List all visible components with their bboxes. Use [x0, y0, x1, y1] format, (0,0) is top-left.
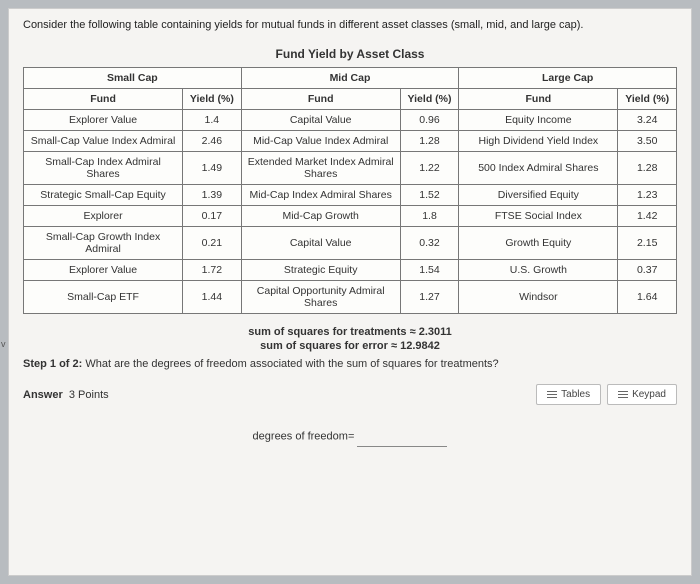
subhead-yield: Yield (%) [400, 89, 459, 110]
table-row: Small-Cap ETF1.44Capital Opportunity Adm… [24, 281, 677, 314]
table-cell: 1.28 [618, 152, 677, 185]
table-cell: 1.23 [618, 185, 677, 206]
table-cell: 1.28 [400, 131, 459, 152]
table-cell: 0.96 [400, 110, 459, 131]
sst-label: sum of squares for treatments ≈ [248, 326, 415, 338]
table-row: Explorer Value1.72Strategic Equity1.54U.… [24, 260, 677, 281]
subhead-fund: Fund [459, 89, 618, 110]
table-cell: Extended Market Index Admiral Shares [241, 152, 400, 185]
answer-word: Answer [23, 389, 63, 401]
table-cell: 3.50 [618, 131, 677, 152]
table-cell: 500 Index Admiral Shares [459, 152, 618, 185]
table-cell: Small-Cap Growth Index Admiral [24, 227, 183, 260]
dof-input[interactable] [357, 427, 447, 447]
answer-label: Answer 3 Points [23, 389, 109, 401]
sst-value: 2.3011 [419, 326, 452, 338]
button-group: Tables Keypad [536, 384, 677, 405]
table-cell: Diversified Equity [459, 185, 618, 206]
table-cell: 1.54 [400, 260, 459, 281]
subhead-fund: Fund [24, 89, 183, 110]
table-cell: 1.8 [400, 206, 459, 227]
table-cell: 1.72 [183, 260, 242, 281]
side-mark: v [1, 339, 6, 349]
step-prefix: Step 1 of 2: [23, 358, 82, 370]
table-cell: Capital Opportunity Admiral Shares [241, 281, 400, 314]
table-cell: Windsor [459, 281, 618, 314]
table-title: Fund Yield by Asset Class [23, 41, 677, 67]
table-cell: 1.49 [183, 152, 242, 185]
table-cell: 0.17 [183, 206, 242, 227]
table-cell: FTSE Social Index [459, 206, 618, 227]
subhead-yield: Yield (%) [618, 89, 677, 110]
step-prompt: Step 1 of 2: What are the degrees of fre… [23, 358, 677, 370]
table-cell: High Dividend Yield Index [459, 131, 618, 152]
group-head-large: Large Cap [459, 68, 677, 89]
group-head-small: Small Cap [24, 68, 242, 89]
keypad-label: Keypad [632, 389, 666, 400]
answer-bar: Answer 3 Points Tables Keypad [23, 384, 677, 405]
table-cell: Mid-Cap Index Admiral Shares [241, 185, 400, 206]
table-row: Small-Cap Index Admiral Shares1.49Extend… [24, 152, 677, 185]
summary-stats: sum of squares for treatments ≈ 2.3011 s… [23, 326, 677, 352]
table-cell: Strategic Equity [241, 260, 400, 281]
table-cell: 1.22 [400, 152, 459, 185]
table-cell: Small-Cap ETF [24, 281, 183, 314]
fund-yield-table: Small Cap Mid Cap Large Cap Fund Yield (… [23, 67, 677, 314]
table-cell: Small-Cap Value Index Admiral [24, 131, 183, 152]
table-cell: U.S. Growth [459, 260, 618, 281]
table-cell: Strategic Small-Cap Equity [24, 185, 183, 206]
table-cell: 3.24 [618, 110, 677, 131]
table-cell: Mid-Cap Value Index Admiral [241, 131, 400, 152]
table-cell: Explorer Value [24, 110, 183, 131]
group-head-mid: Mid Cap [241, 68, 459, 89]
subhead-fund: Fund [241, 89, 400, 110]
question-intro: Consider the following table containing … [23, 19, 677, 31]
sse-value: 12.9842 [400, 340, 440, 352]
subhead-yield: Yield (%) [183, 89, 242, 110]
tables-label: Tables [561, 389, 590, 400]
table-cell: 0.21 [183, 227, 242, 260]
table-cell: Explorer Value [24, 260, 183, 281]
answer-points: 3 Points [69, 389, 109, 401]
table-cell: 1.27 [400, 281, 459, 314]
keypad-button[interactable]: Keypad [607, 384, 677, 405]
tables-button[interactable]: Tables [536, 384, 601, 405]
table-cell: Mid-Cap Growth [241, 206, 400, 227]
table-row: Explorer0.17Mid-Cap Growth1.8FTSE Social… [24, 206, 677, 227]
table-row: Small-Cap Growth Index Admiral0.21Capita… [24, 227, 677, 260]
degrees-of-freedom-field: degrees of freedom= [23, 427, 677, 447]
table-cell: 1.42 [618, 206, 677, 227]
table-cell: 2.46 [183, 131, 242, 152]
table-cell: Growth Equity [459, 227, 618, 260]
table-cell: 1.52 [400, 185, 459, 206]
table-cell: 0.37 [618, 260, 677, 281]
table-cell: Capital Value [241, 110, 400, 131]
table-cell: 1.39 [183, 185, 242, 206]
table-cell: 1.4 [183, 110, 242, 131]
table-row: Small-Cap Value Index Admiral2.46Mid-Cap… [24, 131, 677, 152]
table-cell: 1.64 [618, 281, 677, 314]
table-cell: 1.44 [183, 281, 242, 314]
table-body: Explorer Value1.4Capital Value0.96Equity… [24, 110, 677, 314]
keypad-icon [618, 391, 628, 399]
table-cell: Equity Income [459, 110, 618, 131]
table-cell: 0.32 [400, 227, 459, 260]
tables-icon [547, 391, 557, 399]
table-cell: Explorer [24, 206, 183, 227]
step-text: What are the degrees of freedom associat… [82, 358, 498, 370]
table-cell: Small-Cap Index Admiral Shares [24, 152, 183, 185]
table-cell: Capital Value [241, 227, 400, 260]
table-cell: 2.15 [618, 227, 677, 260]
question-panel: v Consider the following table containin… [8, 8, 692, 576]
dof-label: degrees of freedom= [253, 431, 355, 443]
sse-label: sum of squares for error ≈ [260, 340, 397, 352]
table-row: Explorer Value1.4Capital Value0.96Equity… [24, 110, 677, 131]
table-row: Strategic Small-Cap Equity1.39Mid-Cap In… [24, 185, 677, 206]
